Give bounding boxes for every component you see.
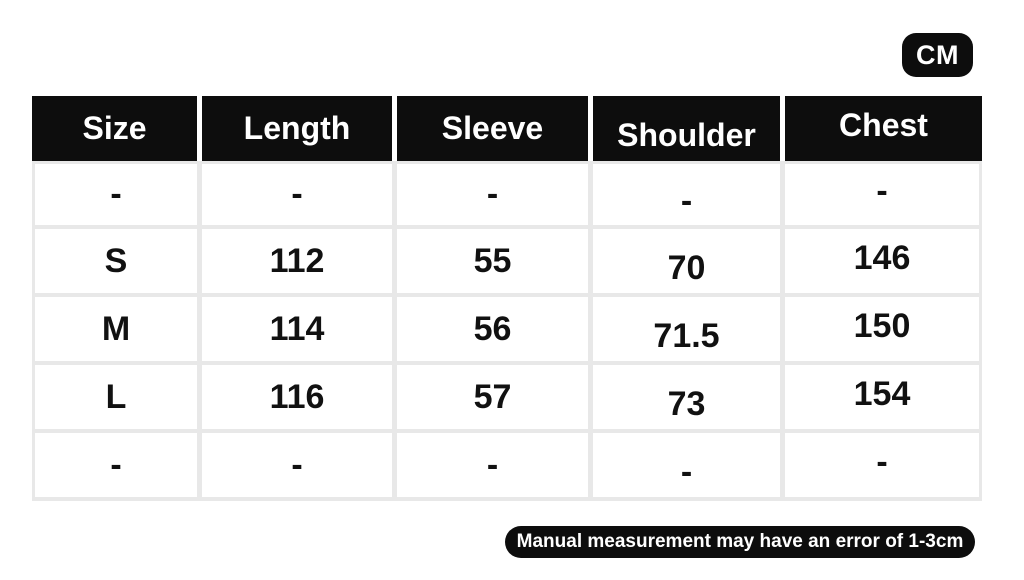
- cell-value: 70: [667, 248, 706, 287]
- column-header-shoulder-label: Shoulder: [617, 117, 756, 153]
- cell-value: 146: [853, 238, 911, 277]
- cell-shoulder: 73: [593, 365, 785, 433]
- cell-length: -: [202, 161, 397, 229]
- cell-length: 112: [202, 229, 397, 297]
- column-header-chest: Chest: [785, 96, 982, 161]
- cell-value: -: [680, 182, 693, 220]
- column-header-size: Size: [32, 96, 202, 161]
- cell-value: 71.5: [653, 316, 720, 355]
- table-row-size-l: L 116 57 73 154: [32, 365, 982, 433]
- unit-badge-label: CM: [916, 39, 959, 70]
- measurement-disclaimer-badge: Manual measurement may have an error of …: [505, 526, 975, 558]
- column-header-size-label: Size: [82, 110, 147, 146]
- measurement-disclaimer-text: Manual measurement may have an error of …: [516, 531, 964, 552]
- table-row-empty-bottom: - - - - -: [32, 433, 982, 501]
- cell-chest: 154: [785, 365, 982, 433]
- cell-length: -: [202, 433, 397, 501]
- cell-value: 112: [269, 241, 325, 280]
- cell-shoulder: 71.5: [593, 297, 785, 365]
- cell-value: -: [291, 445, 303, 484]
- cell-chest: -: [785, 433, 982, 501]
- cell-value: 55: [473, 241, 512, 280]
- cell-value: -: [486, 175, 499, 213]
- cell-size: M: [32, 297, 202, 365]
- cell-chest: 146: [785, 229, 982, 297]
- cell-value: -: [110, 445, 122, 484]
- column-header-length-label: Length: [243, 110, 351, 146]
- size-chart-table: Size Length Sleeve Shoulder Chest - - - …: [32, 96, 982, 501]
- cell-size: -: [32, 161, 202, 229]
- cell-sleeve: -: [397, 161, 593, 229]
- table-row-empty-top: - - - - -: [32, 161, 982, 229]
- column-header-length: Length: [202, 96, 397, 161]
- cell-shoulder: -: [593, 161, 785, 229]
- cell-value: -: [680, 452, 693, 491]
- cell-value: -: [110, 175, 122, 213]
- cell-value: S: [104, 241, 128, 280]
- cell-chest: 150: [785, 297, 982, 365]
- column-header-sleeve: Sleeve: [397, 96, 593, 161]
- cell-value: 73: [667, 384, 706, 423]
- column-header-chest-label: Chest: [839, 107, 928, 143]
- column-header-shoulder: Shoulder: [593, 96, 785, 161]
- cell-sleeve: 56: [397, 297, 593, 365]
- column-header-sleeve-label: Sleeve: [441, 110, 544, 146]
- cell-size: L: [32, 365, 202, 433]
- cell-value: 114: [269, 309, 325, 348]
- cell-value: 154: [853, 374, 911, 413]
- cell-value: -: [486, 445, 499, 484]
- cell-length: 116: [202, 365, 397, 433]
- cell-value: -: [876, 172, 888, 210]
- cell-value: 56: [473, 309, 512, 348]
- cell-shoulder: 70: [593, 229, 785, 297]
- cell-size: S: [32, 229, 202, 297]
- cell-value: -: [876, 442, 888, 481]
- cell-sleeve: 57: [397, 365, 593, 433]
- cell-value: L: [105, 377, 127, 416]
- cell-chest: -: [785, 161, 982, 229]
- cell-shoulder: -: [593, 433, 785, 501]
- table-row-size-s: S 112 55 70 146: [32, 229, 982, 297]
- cell-value: 57: [473, 377, 512, 416]
- cell-sleeve: -: [397, 433, 593, 501]
- unit-badge-cm: CM: [902, 33, 973, 77]
- header-row: Size Length Sleeve Shoulder Chest: [32, 96, 982, 161]
- table-row-size-m: M 114 56 71.5 150: [32, 297, 982, 365]
- cell-value: 116: [269, 377, 325, 416]
- cell-sleeve: 55: [397, 229, 593, 297]
- cell-value: 150: [853, 306, 911, 345]
- cell-value: M: [101, 309, 131, 348]
- cell-length: 114: [202, 297, 397, 365]
- cell-size: -: [32, 433, 202, 501]
- cell-value: -: [291, 175, 303, 213]
